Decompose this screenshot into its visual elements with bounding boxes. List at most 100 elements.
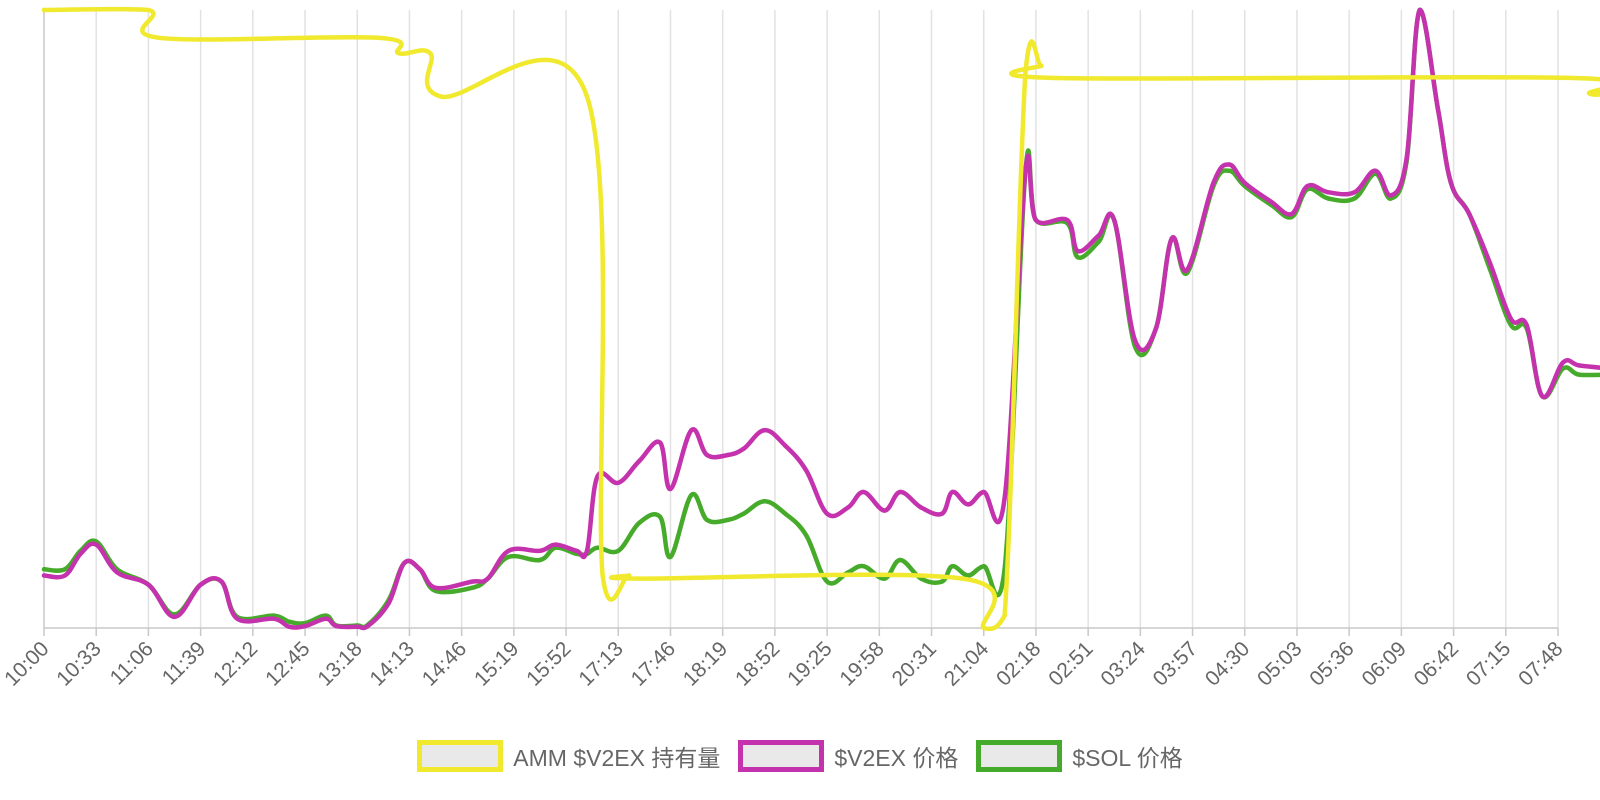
data-point-v2ex-price[interactable]: [595, 474, 600, 479]
data-point-v2ex-price[interactable]: [725, 452, 731, 458]
data-point-v2ex-price[interactable]: [469, 579, 475, 584]
data-point-v2ex-price[interactable]: [172, 614, 177, 620]
data-point-v2ex-price[interactable]: [882, 508, 887, 513]
data-point-v2ex-price[interactable]: [553, 542, 558, 547]
data-point-v2ex-price[interactable]: [1002, 496, 1007, 501]
data-point-v2ex-price[interactable]: [584, 548, 590, 553]
data-point-v2ex-price[interactable]: [1033, 217, 1039, 223]
data-point-v2ex-price[interactable]: [1112, 217, 1117, 223]
data-point-amm-holding[interactable]: [396, 51, 402, 56]
data-point-v2ex-price[interactable]: [1508, 316, 1514, 322]
data-point-amm-holding[interactable]: [156, 35, 162, 40]
legend-item-v2ex-price[interactable]: $V2EX 价格: [738, 739, 958, 773]
data-point-v2ex-price[interactable]: [939, 511, 945, 516]
data-point-v2ex-price[interactable]: [1326, 190, 1331, 195]
data-point-v2ex-price[interactable]: [334, 623, 339, 629]
data-point-sol-price[interactable]: [41, 567, 47, 572]
data-point-amm-holding[interactable]: [146, 7, 151, 13]
data-point-v2ex-price[interactable]: [433, 585, 438, 590]
data-point-v2ex-price[interactable]: [861, 489, 866, 495]
data-point-amm-holding[interactable]: [375, 35, 381, 40]
data-point-amm-holding[interactable]: [1054, 75, 1060, 81]
data-point-v2ex-price[interactable]: [1075, 248, 1080, 254]
data-point-amm-holding[interactable]: [438, 94, 443, 99]
data-point-v2ex-price[interactable]: [355, 624, 360, 629]
data-point-sol-price[interactable]: [1352, 196, 1357, 201]
data-point-v2ex-price[interactable]: [1096, 233, 1101, 238]
data-point-sol-price[interactable]: [62, 567, 68, 572]
data-point-v2ex-price[interactable]: [62, 573, 68, 578]
data-point-v2ex-price[interactable]: [1268, 199, 1274, 204]
data-point-v2ex-price[interactable]: [78, 551, 83, 556]
data-point-v2ex-price[interactable]: [1023, 168, 1028, 173]
data-point-v2ex-price[interactable]: [1226, 162, 1232, 167]
data-point-v2ex-price[interactable]: [637, 458, 642, 464]
data-point-sol-price[interactable]: [898, 557, 903, 563]
data-point-amm-holding[interactable]: [1023, 69, 1028, 75]
data-point-v2ex-price[interactable]: [689, 428, 694, 433]
data-point-v2ex-price[interactable]: [1487, 261, 1493, 266]
data-point-sol-price[interactable]: [1326, 196, 1331, 201]
data-point-v2ex-price[interactable]: [1373, 168, 1378, 173]
data-point-v2ex-price[interactable]: [114, 570, 120, 575]
data-point-v2ex-price[interactable]: [417, 567, 423, 572]
data-point-v2ex-price[interactable]: [824, 511, 830, 516]
data-point-v2ex-price[interactable]: [1404, 156, 1409, 161]
data-point-amm-holding[interactable]: [1039, 63, 1044, 68]
data-point-v2ex-price[interactable]: [762, 428, 767, 433]
data-point-v2ex-price[interactable]: [918, 505, 924, 510]
data-point-v2ex-price[interactable]: [668, 486, 673, 492]
data-point-sol-price[interactable]: [287, 619, 292, 624]
data-point-sol-price[interactable]: [616, 548, 621, 553]
data-point-sol-price[interactable]: [595, 545, 600, 550]
data-point-v2ex-price[interactable]: [287, 624, 292, 629]
data-point-amm-holding[interactable]: [584, 94, 590, 99]
data-point-sol-price[interactable]: [1508, 323, 1514, 328]
data-point-v2ex-price[interactable]: [219, 579, 224, 584]
data-point-sol-price[interactable]: [537, 557, 543, 563]
data-point-sol-price[interactable]: [783, 511, 788, 516]
data-point-v2ex-price[interactable]: [898, 489, 903, 495]
data-point-v2ex-price[interactable]: [146, 582, 151, 587]
data-point-v2ex-price[interactable]: [1540, 394, 1545, 399]
data-point-v2ex-price[interactable]: [1388, 193, 1394, 198]
data-point-v2ex-price[interactable]: [1242, 180, 1248, 186]
data-point-v2ex-price[interactable]: [1169, 236, 1174, 241]
data-point-v2ex-price[interactable]: [1524, 323, 1529, 328]
data-point-v2ex-price[interactable]: [94, 542, 99, 547]
data-point-sol-price[interactable]: [804, 533, 809, 538]
data-point-v2ex-price[interactable]: [1153, 326, 1159, 331]
data-point-sol-price[interactable]: [1096, 239, 1101, 244]
data-point-v2ex-price[interactable]: [965, 502, 971, 507]
data-point-sol-price[interactable]: [469, 585, 475, 590]
data-point-sol-price[interactable]: [965, 573, 971, 578]
data-point-v2ex-price[interactable]: [198, 582, 203, 587]
data-point-v2ex-price[interactable]: [574, 548, 579, 553]
data-point-v2ex-price[interactable]: [1289, 211, 1294, 217]
data-point-sol-price[interactable]: [668, 554, 673, 560]
data-point-v2ex-price[interactable]: [741, 446, 746, 451]
legend-item-amm[interactable]: AMM $V2EX 持有量: [417, 739, 720, 773]
data-point-v2ex-price[interactable]: [1576, 363, 1582, 368]
data-point-v2ex-price[interactable]: [1305, 183, 1310, 189]
data-point-sol-price[interactable]: [824, 579, 830, 584]
data-point-v2ex-price[interactable]: [845, 505, 851, 510]
data-point-v2ex-price[interactable]: [271, 616, 276, 621]
data-point-sol-price[interactable]: [981, 564, 986, 569]
data-point-sol-price[interactable]: [950, 564, 955, 569]
data-point-sol-price[interactable]: [861, 564, 866, 569]
data-point-v2ex-price[interactable]: [657, 440, 663, 445]
data-point-v2ex-price[interactable]: [1132, 338, 1138, 343]
data-point-v2ex-price[interactable]: [950, 489, 955, 495]
data-point-amm-holding[interactable]: [637, 576, 642, 581]
data-point-v2ex-price[interactable]: [1435, 106, 1441, 112]
data-point-v2ex-price[interactable]: [302, 623, 308, 629]
data-point-v2ex-price[interactable]: [804, 468, 809, 473]
data-point-v2ex-price[interactable]: [1561, 360, 1566, 365]
data-point-amm-holding[interactable]: [981, 625, 986, 631]
data-point-v2ex-price[interactable]: [1185, 267, 1190, 272]
data-point-v2ex-price[interactable]: [386, 601, 391, 606]
data-point-sol-price[interactable]: [1576, 372, 1582, 377]
data-point-v2ex-price[interactable]: [506, 548, 511, 553]
data-point-amm-holding[interactable]: [1587, 91, 1592, 96]
